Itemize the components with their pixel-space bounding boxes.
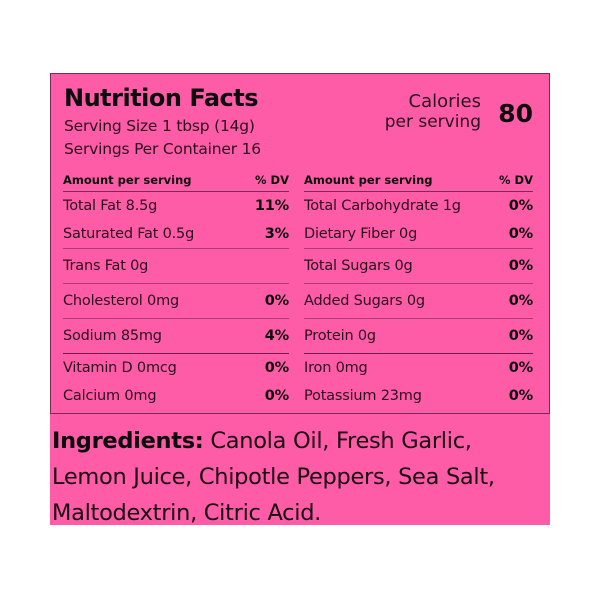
nutrient-dv: 0% [508,388,533,404]
nutrient-row: Sodium 85mg 4% [63,319,289,354]
nutrient-dv: 0% [264,360,289,376]
nutrient-label: Dietary Fiber 0g [304,226,418,242]
nutrient-label: Added Sugars 0g [304,293,425,309]
servings-per-container: Servings Per Container 16 [64,140,261,158]
nutrient-row: Calcium 0mg 0% [63,382,289,410]
nutrient-row: Total Sugars 0g 0% [304,249,533,284]
nutrient-column-right: Amount per serving % DV Total Carbohydra… [304,171,533,410]
nutrient-label: Calcium 0mg [63,388,157,404]
column-header: Amount per serving % DV [63,171,289,192]
nutrient-row: Total Carbohydrate 1g 0% [304,192,533,220]
serving-size: Serving Size 1 tbsp (14g) [64,117,255,135]
nutrient-label: Vitamin D 0mcg [63,360,177,376]
nutrient-dv: 0% [264,293,289,309]
nutrient-row: Saturated Fat 0.5g 3% [63,220,289,249]
nutrition-facts-panel: Nutrition Facts Serving Size 1 tbsp (14g… [50,73,550,414]
nutrient-label: Saturated Fat 0.5g [63,226,195,242]
nutrient-row: Total Fat 8.5g 11% [63,192,289,220]
nutrient-label: Trans Fat 0g [63,258,149,274]
nutrient-label: Sodium 85mg [63,328,162,344]
amount-header: Amount per serving [304,173,433,187]
nutrient-dv: 0% [508,226,533,242]
nutrient-row: Trans Fat 0g [63,249,289,284]
nutrition-facts-title: Nutrition Facts [64,84,259,112]
nutrient-label: Cholesterol 0mg [63,293,180,309]
nutrient-column-left: Amount per serving % DV Total Fat 8.5g 1… [63,171,289,410]
ingredients-text: Canola Oil, Fresh Garlic, Lemon Juice, C… [52,428,495,526]
nutrient-label: Total Sugars 0g [304,258,413,274]
calories-sub-text: per serving [384,112,481,132]
nutrient-row: Cholesterol 0mg 0% [63,284,289,319]
nutrient-label: Protein 0g [304,328,376,344]
nutrient-dv: 0% [264,388,289,404]
calories-label-text: Calories [408,91,481,112]
nutrient-label: Iron 0mg [304,360,368,376]
ingredients-label: Ingredients: [52,428,204,454]
nutrient-label: Total Fat 8.5g [63,198,158,214]
nutrient-dv: 0% [508,360,533,376]
nutrient-dv: 11% [254,198,289,214]
nutrient-dv: 0% [508,328,533,344]
dv-header: % DV [499,173,533,187]
amount-header: Amount per serving [63,173,192,187]
nutrient-label: Total Carbohydrate 1g [304,198,461,214]
nutrient-row: Dietary Fiber 0g 0% [304,220,533,249]
calories-label: Calories per serving [385,91,481,133]
calories-value: 80 [498,99,533,128]
nutrient-row: Protein 0g 0% [304,319,533,354]
nutrient-row: Iron 0mg 0% [304,354,533,382]
nutrient-dv: 0% [508,293,533,309]
nutrition-label: Nutrition Facts Serving Size 1 tbsp (14g… [50,73,550,526]
nutrient-dv: 3% [264,226,289,242]
nutrient-row: Potassium 23mg 0% [304,382,533,410]
nutrient-row: Vitamin D 0mcg 0% [63,354,289,382]
ingredients-statement: Ingredients: Canola Oil, Fresh Garlic, L… [52,423,548,531]
nutrient-dv: 0% [508,258,533,274]
nutrient-row: Added Sugars 0g 0% [304,284,533,319]
nutrient-dv: 4% [264,328,289,344]
nutrient-dv: 0% [508,198,533,214]
dv-header: % DV [255,173,289,187]
nutrient-label: Potassium 23mg [304,388,422,404]
column-header: Amount per serving % DV [304,171,533,192]
